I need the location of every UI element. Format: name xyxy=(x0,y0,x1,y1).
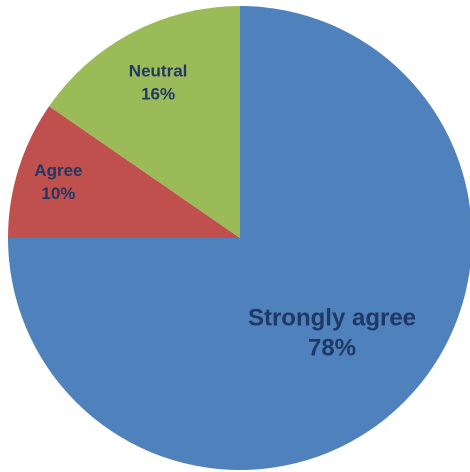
pie-slice-neutral xyxy=(49,6,240,238)
percent-label-strongly-agree: 78% xyxy=(308,334,356,361)
pie-slice-agree xyxy=(8,106,240,239)
data-label-strongly-agree: Strongly agree xyxy=(248,304,416,331)
pie-slices xyxy=(8,6,470,470)
data-label-agree: Agree xyxy=(34,161,82,180)
data-label-neutral: Neutral xyxy=(129,61,188,80)
pie-labels: Strongly agree 78% Agree 10% Neutral 16% xyxy=(34,61,416,361)
percent-label-agree: 10% xyxy=(41,184,75,203)
percent-label-neutral: 16% xyxy=(141,84,175,103)
